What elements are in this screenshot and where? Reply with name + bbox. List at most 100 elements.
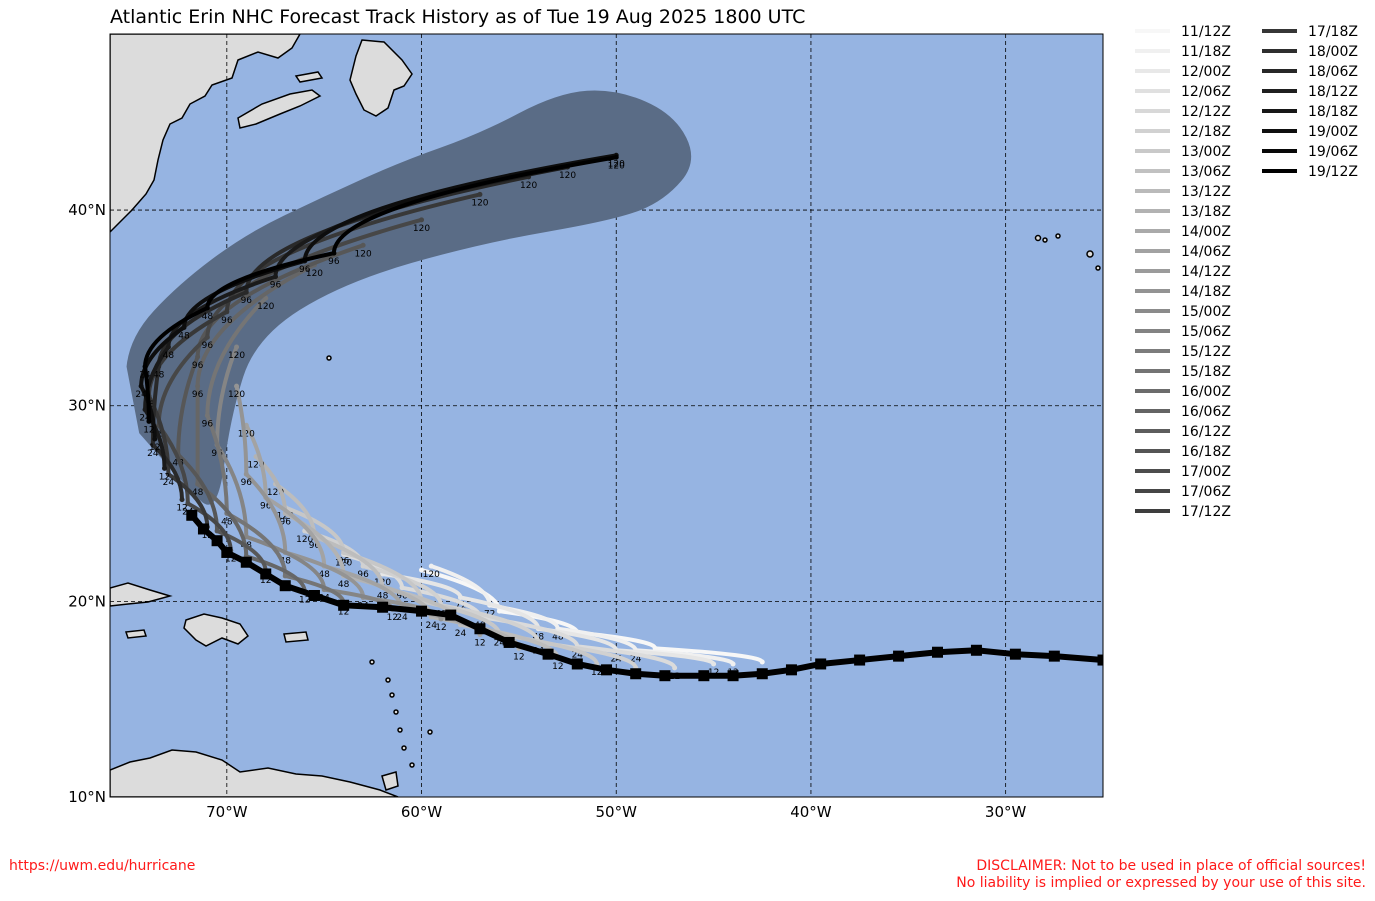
track-point [162,465,168,471]
observed-position-marker [970,644,982,656]
track-line [156,217,424,553]
disclaimer-line-2: No liability is implied or expressed by … [956,875,1366,891]
observed-position-marker [756,668,768,680]
track-point [360,242,366,248]
observed-position-marker [197,523,209,535]
forecast-hour-label: 48 [153,371,165,381]
track-point [263,295,269,301]
track-point [195,354,201,360]
disclaimer-line-1: DISCLAIMER: Not to be used in place of o… [976,858,1366,874]
forecast-hour-label: 24 [494,639,506,649]
legend-item: 14/12Z [1135,264,1231,280]
forecast-hour-label: 96 [309,541,321,551]
track-point [185,501,191,507]
observed-position-marker [474,623,486,635]
observed-position-marker [893,650,905,662]
newfoundland-land [349,39,413,117]
track-point [282,573,288,579]
forecast-hour-label: 120 [335,558,352,568]
legend-label: 14/00Z [1181,224,1231,240]
legend-label: 11/12Z [1181,24,1231,40]
legend-label: 19/06Z [1308,144,1358,160]
source-url[interactable]: https://uwm.edu/hurricane [9,858,196,874]
forecast-hour-label: 24 [455,629,467,639]
legend-item: 13/12Z [1135,184,1231,200]
forecast-hour-label: 24 [572,650,584,660]
forecast-hour-label: 96 [241,296,253,306]
legend-item: 15/18Z [1135,364,1231,380]
track-point [204,413,210,418]
legend-label: 13/12Z [1181,184,1231,200]
nova-scotia-land [237,89,322,129]
observed-position-marker [377,601,389,613]
track-point [181,324,187,330]
legend-label: 17/18Z [1308,24,1358,40]
forecast-hour-label: 48 [202,312,214,322]
track-point [195,481,201,487]
plot-frame [109,33,1104,798]
track-point [428,563,434,569]
forecast-hour-label: 12 [260,576,271,586]
forecast-hour-label: 12 [149,443,160,453]
legend-label: 13/00Z [1181,144,1231,160]
legend-label: 15/00Z [1181,304,1231,320]
forecast-hour-label: 24 [163,478,175,488]
track-point [243,289,249,295]
forecast-hour-label: 72 [455,601,466,611]
forecast-hour-label: 12 [591,668,602,678]
forecast-hour-label: 12 [435,623,446,633]
legend-item: 18/18Z [1262,104,1358,120]
legend-label: 15/12Z [1181,344,1231,360]
legend-label: 12/18Z [1181,124,1231,140]
observed-position-marker [221,546,233,558]
track-point [419,567,425,573]
observed-position-marker [503,636,515,648]
observed-position-marker [1009,648,1021,660]
legend-label: 17/12Z [1181,504,1231,520]
forecast-hour-label: 24 [426,621,438,631]
forecast-hour-label: 120 [277,511,294,521]
observed-position-marker [240,556,252,568]
forecast-hour-label: 12 [176,504,187,514]
track-point [360,563,366,569]
legend-item: 17/00Z [1135,464,1231,480]
track-point [457,594,463,600]
forecast-hour-label: 96 [260,502,272,512]
cuba-land [110,582,173,607]
legend-label: 15/18Z [1181,364,1231,380]
forecast-hour-label: 120 [608,161,625,171]
track-point [477,191,483,197]
jamaica-land [124,629,148,639]
legend-label: 16/06Z [1181,404,1231,420]
forecast-hour-label: 96 [211,449,223,459]
observed-position-marker [445,609,457,621]
legend-item: 14/18Z [1135,284,1231,300]
forecast-hour-label: 120 [423,570,440,580]
legend-item: 18/12Z [1262,84,1358,100]
observed-position-marker [727,670,739,682]
legend-item: 14/00Z [1135,224,1231,240]
legend-item: 18/06Z [1262,64,1358,80]
forecast-hour-label: 12 [513,652,524,662]
forecast-hour-label: 120 [413,224,430,234]
legend-label: 19/00Z [1308,124,1358,140]
forecast-hour-label: 48 [221,517,233,527]
observed-position-marker [601,664,612,676]
legend-label: 11/18Z [1181,44,1231,60]
legend-label: 18/18Z [1308,104,1358,120]
observed-position-marker [308,589,320,601]
forecast-hour-label: 48 [280,556,292,566]
forecast-hour-label: 120 [247,461,264,471]
legend-label: 12/06Z [1181,84,1231,100]
track-point [234,344,240,350]
legend-item: 17/18Z [1262,24,1358,40]
legend-item: 19/00Z [1262,124,1358,140]
legend-item: 12/12Z [1135,104,1231,120]
forecast-hour-label: 24 [147,449,159,459]
y-tick-label: 40°N [68,201,106,219]
legend-label: 16/18Z [1181,444,1231,460]
observed-position-marker [416,605,428,617]
forecast-hour-label: 48 [377,592,389,602]
observed-track [186,509,1103,682]
